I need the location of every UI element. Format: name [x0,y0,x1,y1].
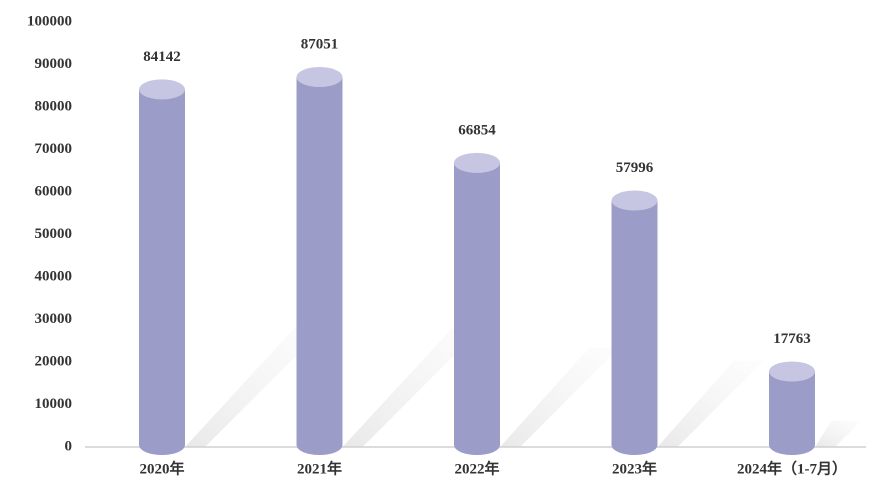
x-tick-label: 2023年 [612,459,657,477]
y-tick-label: 60000 [35,183,73,199]
bar-shadow [815,420,862,447]
value-label: 17763 [773,331,811,347]
value-label: 84142 [143,49,181,65]
y-tick-label: 30000 [35,311,73,327]
y-tick-label: 80000 [35,98,73,114]
x-tick-label: 2020年 [139,459,184,477]
y-tick-label: 50000 [35,226,73,242]
bar [139,89,185,446]
bar-top [296,67,343,88]
bar-shadow [185,321,331,447]
bar-top [769,361,815,382]
bar [611,200,658,445]
bar-top [454,152,500,173]
x-tick-label: 2021年 [297,459,342,477]
y-tick-label: 100000 [27,13,72,29]
y-tick-label: 20000 [35,353,73,369]
bar [454,162,500,446]
bar [296,77,343,445]
x-tick-label: 2022年 [454,459,499,477]
y-tick-label: 70000 [35,141,73,157]
y-tick-label: 90000 [35,56,73,72]
bar-top [611,190,658,211]
y-tick-label: 40000 [35,268,73,284]
bar-top [139,79,185,100]
value-label: 66854 [458,122,496,138]
bar-shadow [657,360,764,447]
bar-shadow [500,347,620,447]
value-label: 57996 [616,160,654,176]
bar [769,371,815,445]
value-label: 87051 [301,36,339,52]
x-tick-label: 2024年（1-7月） [737,459,847,477]
y-tick-label: 0 [65,438,73,454]
y-tick-label: 10000 [35,396,73,412]
